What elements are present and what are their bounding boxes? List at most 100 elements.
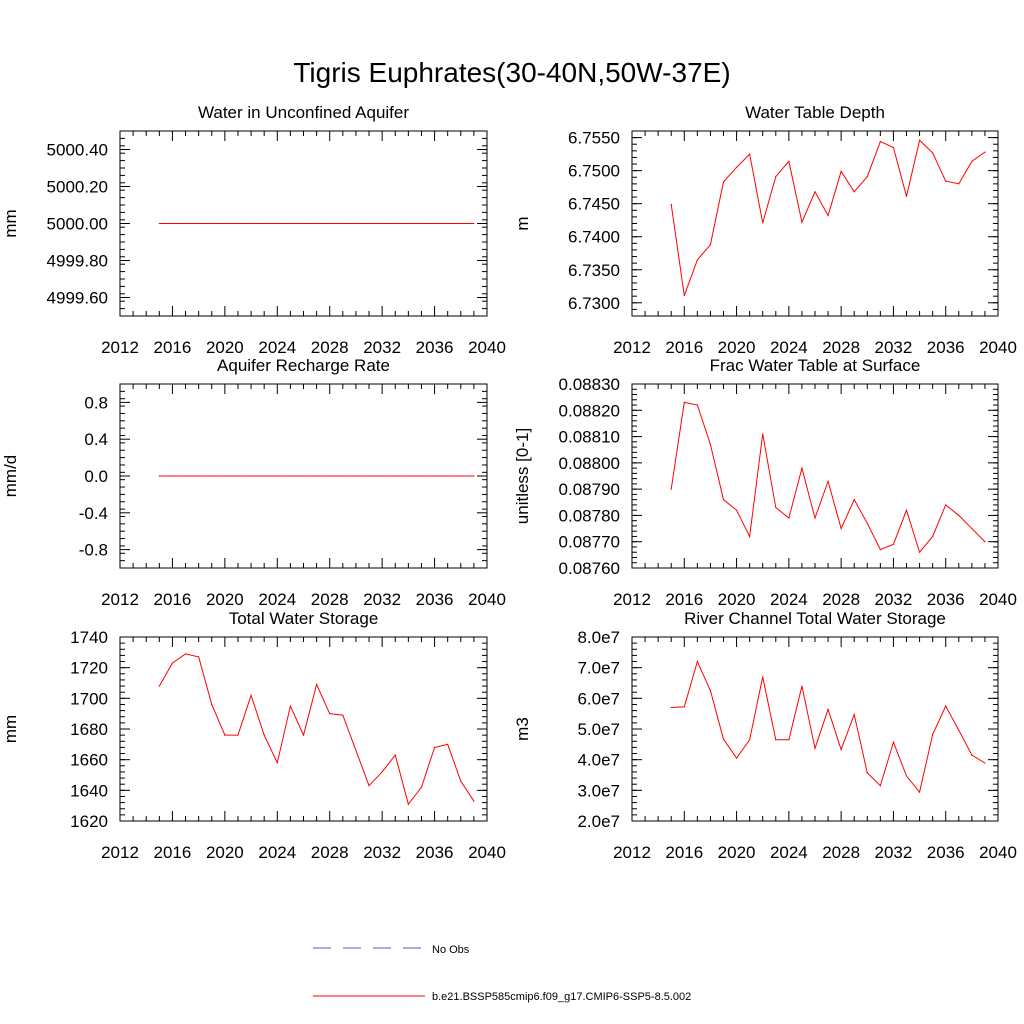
data-point	[814, 747, 816, 749]
data-point	[709, 244, 712, 246]
x-tick-label: 2032	[363, 843, 401, 862]
data-point	[420, 475, 423, 477]
data-point	[866, 522, 868, 524]
data-point	[433, 746, 436, 749]
data-point	[801, 467, 803, 469]
data-point	[984, 151, 986, 153]
data-point	[342, 714, 344, 716]
x-tick-label: 2016	[154, 338, 192, 357]
data-point	[289, 705, 291, 707]
x-tick-label: 2036	[927, 590, 965, 609]
data-point	[945, 504, 947, 506]
x-tick-label: 2016	[665, 590, 703, 609]
y-tick-label: 5000.00	[47, 215, 108, 234]
data-point	[355, 749, 357, 752]
data-point	[263, 475, 265, 477]
data-point	[696, 660, 698, 663]
data-point	[879, 785, 881, 787]
plot-frame	[631, 636, 999, 822]
data-point	[984, 541, 986, 543]
data-point	[289, 475, 291, 477]
y-tick-label: 0.08820	[559, 401, 620, 420]
y-tick-label: 1700	[70, 689, 108, 708]
data-point	[394, 475, 396, 477]
data-point	[696, 259, 698, 261]
data-point	[735, 166, 738, 168]
data-point	[918, 791, 921, 793]
data-point	[460, 475, 462, 477]
x-tick-label: 2040	[979, 590, 1017, 609]
data-point	[250, 222, 252, 225]
y-tick-label: 3.0e7	[577, 781, 620, 800]
y-axis-label: mm	[1, 209, 20, 237]
data-point	[853, 713, 855, 716]
data-point	[224, 475, 226, 477]
data-point	[683, 401, 685, 403]
data-point	[853, 499, 855, 501]
data-point	[381, 222, 383, 225]
x-tick-label: 2040	[468, 843, 506, 862]
x-tick-label: 2020	[206, 338, 244, 357]
chart-panels: Water in Unconfined Aquifer mm 2012 2016 202…	[1, 103, 1017, 862]
figure-title: Tigris Euphrates(30-40N,50W-37E)	[293, 57, 730, 88]
panel-title: Aquifer Recharge Rate	[217, 356, 390, 375]
panel-total-water-storage: Total Water Storage mm 2012 2016 2020 2024 202…	[1, 609, 506, 862]
x-tick-label: 2032	[875, 843, 913, 862]
panel-aquifer-recharge-rate: Aquifer Recharge Rate mm/d 2012 2016 2020 202…	[1, 356, 506, 609]
x-tick-label: 2040	[979, 843, 1017, 862]
y-tick-label: 0.0	[84, 467, 108, 486]
y-tick-label: 0.4	[84, 430, 108, 449]
data-point	[276, 475, 278, 477]
x-tick-label: 2024	[258, 590, 296, 609]
x-tick-label: 2020	[206, 590, 244, 609]
x-tick-label: 2012	[101, 590, 139, 609]
data-point	[670, 706, 672, 709]
data-point	[237, 734, 239, 736]
y-axis-label: mm/d	[1, 455, 20, 498]
data-point	[971, 527, 973, 530]
data-point	[762, 222, 764, 224]
y-tick-label: 6.7550	[568, 129, 620, 148]
data-point	[918, 551, 921, 553]
x-tick-label: 2028	[311, 843, 349, 862]
y-tick-label: 6.7300	[568, 294, 620, 313]
x-tick-label: 2040	[468, 590, 506, 609]
data-point	[762, 676, 764, 678]
y-tick-label: 6.7450	[568, 195, 620, 214]
x-tick-label: 2040	[468, 338, 506, 357]
data-point	[302, 475, 305, 477]
x-tick-label: 2032	[363, 590, 401, 609]
data-point	[932, 733, 934, 736]
data-point	[211, 703, 213, 706]
data-point	[735, 757, 738, 759]
data-point	[473, 800, 475, 802]
y-tick-label: 2.0e7	[577, 812, 620, 831]
data-point	[407, 475, 409, 477]
data-point	[788, 517, 790, 519]
data-point	[696, 404, 698, 406]
data-point	[853, 191, 855, 193]
y-tick-label: -0.8	[79, 541, 108, 560]
data-point	[866, 772, 868, 774]
y-tick-label: 0.08780	[559, 506, 620, 525]
y-tick-label: 0.08810	[559, 428, 620, 447]
data-point	[316, 222, 318, 225]
y-tick-label: 4.0e7	[577, 751, 620, 770]
data-point	[368, 475, 370, 477]
y-tick-label: 5000.20	[47, 178, 108, 197]
data-point	[171, 475, 174, 477]
data-point	[827, 214, 829, 217]
data-point	[788, 160, 790, 162]
data-point	[801, 685, 803, 687]
data-point	[749, 153, 751, 155]
x-tick-label: 2024	[258, 338, 296, 357]
data-point	[971, 754, 973, 756]
data-point	[250, 694, 252, 696]
data-point	[420, 222, 423, 225]
data-point	[329, 713, 331, 715]
data-point	[932, 152, 934, 154]
x-tick-label: 2028	[311, 338, 349, 357]
y-tick-label: 1740	[70, 628, 108, 647]
data-point	[316, 683, 318, 686]
series-line	[670, 139, 986, 296]
